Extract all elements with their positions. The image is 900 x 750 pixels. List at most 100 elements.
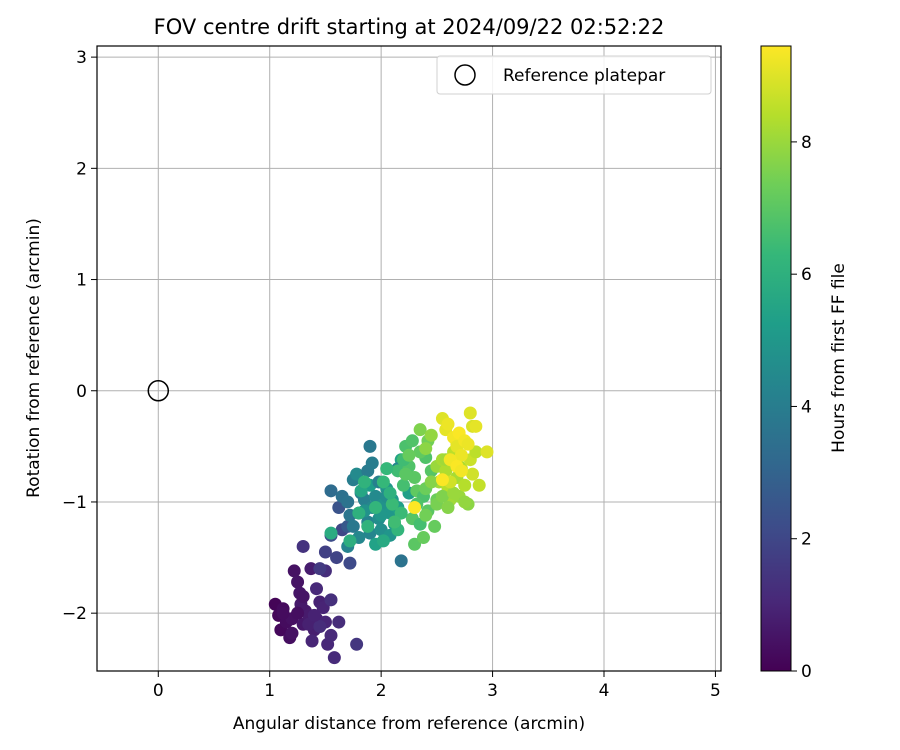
scatter-point (402, 448, 416, 462)
scatter-point (447, 486, 461, 500)
y-tick-label: 1 (76, 271, 87, 291)
scatter-point (394, 506, 408, 520)
scatter-point (327, 651, 341, 665)
scatter-point (363, 439, 377, 453)
colorbar-tick-label: 8 (801, 133, 812, 153)
scatter-point (472, 478, 486, 492)
reference-marker (147, 380, 170, 402)
x-tick-label: 3 (487, 681, 498, 701)
x-axis-ticks: 0 1 2 3 4 5 (153, 671, 721, 701)
x-tick-label: 5 (710, 681, 721, 701)
scatter-point (324, 593, 338, 607)
plot-frame (96, 45, 722, 672)
scatter-point (458, 495, 472, 509)
colorbar: 0 2 4 6 8 Hours from first FF file (760, 45, 849, 682)
colorbar-tick-label: 4 (801, 397, 812, 417)
colorbar-label: Hours from first FF file (829, 263, 849, 453)
scatter-point (350, 637, 364, 651)
chart-title: FOV centre drift starting at 2024/09/22 … (154, 15, 665, 39)
legend: Reference platepar (436, 55, 712, 95)
scatter-point (461, 437, 475, 451)
x-tick-label: 0 (153, 681, 164, 701)
scatter-point (310, 582, 324, 596)
scatter-point (305, 634, 319, 648)
scatter-point (291, 606, 305, 620)
scatter-point (413, 423, 427, 437)
scatter-point (441, 417, 455, 431)
scatter-point (408, 501, 422, 515)
colorbar-tick-label: 0 (801, 662, 812, 682)
legend-label: Reference platepar (503, 66, 665, 86)
scatter-point (469, 419, 483, 433)
x-axis-label: Angular distance from reference (arcmin) (233, 714, 585, 734)
scatter-point (376, 475, 390, 489)
y-axis-ticks: −2 −1 0 1 2 3 (62, 48, 97, 624)
grid (97, 46, 721, 671)
x-tick-label: 4 (599, 681, 610, 701)
scatter-point (454, 464, 468, 478)
scatter-point (376, 534, 390, 548)
scatter-point (287, 564, 301, 578)
scatter-point (419, 442, 433, 456)
y-tick-label: 2 (76, 159, 87, 179)
scatter-point (357, 475, 371, 489)
scatter-point (304, 562, 318, 576)
y-tick-label: −2 (62, 604, 87, 624)
scatter-point (388, 515, 402, 529)
scatter-point (394, 554, 408, 568)
scatter-point (352, 506, 366, 520)
scatter-point (330, 551, 344, 565)
legend-marker (454, 64, 476, 86)
scatter-point (424, 428, 438, 442)
scatter-point (343, 534, 357, 548)
scatter-point (385, 497, 399, 511)
scatter-point (285, 626, 299, 640)
scatter-point (324, 628, 338, 642)
scatter-point (435, 489, 449, 503)
scatter-point (383, 486, 397, 500)
scatter-point (324, 526, 338, 540)
scatter-point (332, 615, 346, 629)
colorbar-ticks: 0 2 4 6 8 (791, 133, 812, 682)
scatter-point (466, 467, 480, 481)
scatter-point (313, 620, 327, 634)
scatter-point (428, 519, 442, 533)
scatter-point (399, 467, 413, 481)
scatter-point (458, 478, 472, 492)
scatter-point (441, 501, 455, 515)
scatter-point (380, 462, 394, 476)
scatter-point (480, 445, 494, 459)
scatter-point (369, 501, 383, 515)
x-tick-label: 1 (264, 681, 275, 701)
scatter-point (405, 434, 419, 448)
scatter-point (313, 562, 327, 576)
scatter-point (341, 495, 355, 509)
scatter-point (435, 473, 449, 487)
legend-box (436, 55, 712, 95)
colorbar-tick-label: 6 (801, 265, 812, 285)
scatter-point (454, 448, 468, 462)
y-tick-label: 3 (76, 48, 87, 68)
scatter-point (416, 531, 430, 545)
colorbar-gradient (760, 45, 792, 672)
scatter-point (296, 539, 310, 553)
colorbar-tick-label: 2 (801, 530, 812, 550)
scatter-point (361, 519, 375, 533)
scatter-point (291, 575, 305, 589)
scatter-point (296, 589, 310, 603)
scatter-point (419, 508, 433, 522)
scatter-point (408, 537, 422, 551)
scatter-point (276, 606, 290, 620)
scatter-point (396, 478, 410, 492)
y-tick-label: 0 (76, 382, 87, 402)
x-tick-label: 2 (376, 681, 387, 701)
scatter-point (365, 456, 379, 470)
data-points (147, 380, 494, 665)
scatter-point (307, 608, 321, 622)
scatter-point (343, 556, 357, 570)
scatter-point (318, 545, 332, 559)
y-axis-label: Rotation from reference (arcmin) (24, 218, 44, 498)
scatter-point (463, 406, 477, 420)
y-tick-label: −1 (62, 493, 87, 513)
